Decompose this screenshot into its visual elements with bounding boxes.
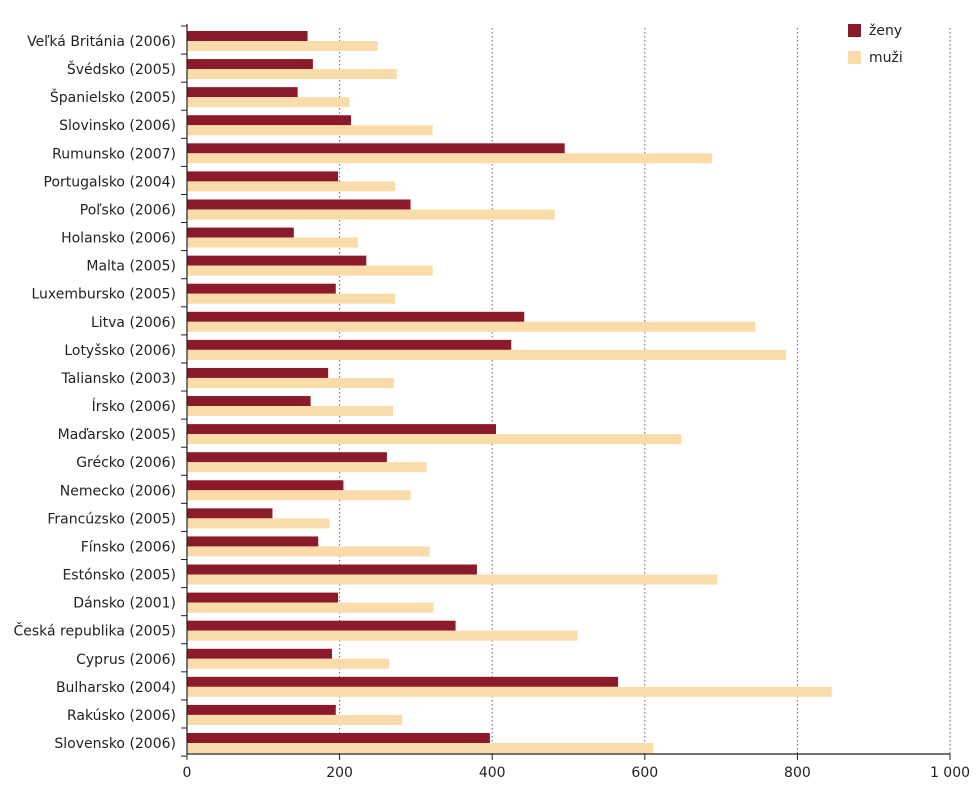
category-labels: Veľká Británia (2006) Švédsko (2005) Špani… xyxy=(13,34,176,752)
bar-men xyxy=(187,97,350,108)
bar-women xyxy=(187,648,332,659)
category-label: Luxembursko (2005) xyxy=(31,287,176,303)
bar-women xyxy=(187,396,311,407)
x-tick-label: 600 xyxy=(631,765,658,781)
bar-women xyxy=(187,508,273,519)
bar-men xyxy=(187,518,330,529)
bar-men xyxy=(187,237,358,248)
bar-men xyxy=(187,490,411,501)
category-label: Poľsko (2006) xyxy=(80,202,176,218)
bar-men xyxy=(187,181,396,192)
bar-men xyxy=(187,546,430,557)
bar-men xyxy=(187,153,712,164)
bar-men xyxy=(187,602,434,613)
bar-men xyxy=(187,434,682,445)
legend: ženy muži xyxy=(848,23,903,66)
category-label: Česká republika (2005) xyxy=(13,622,176,640)
bar-women xyxy=(187,227,294,238)
bar-women xyxy=(187,704,336,715)
bar-women xyxy=(187,283,336,294)
category-label: Slovinsko (2006) xyxy=(59,118,176,134)
bar-women xyxy=(187,311,525,322)
legend-label: muži xyxy=(869,50,903,66)
category-label: Maďarsko (2005) xyxy=(58,427,176,443)
legend-label: ženy xyxy=(869,23,902,39)
bar-women xyxy=(187,564,477,575)
bar-women xyxy=(187,733,490,743)
category-label: Švédsko (2005) xyxy=(67,60,176,78)
bar-women xyxy=(187,199,411,210)
bar-men xyxy=(187,125,433,136)
bar-women xyxy=(187,424,497,435)
category-label: Lotyšsko (2006) xyxy=(64,343,176,359)
bars xyxy=(187,31,832,753)
bar-women xyxy=(187,367,329,378)
bar-women xyxy=(187,115,352,126)
bar-women xyxy=(187,143,565,154)
bar-women xyxy=(187,676,619,687)
bar-men xyxy=(187,714,403,725)
bar-women xyxy=(187,31,308,41)
bar-men xyxy=(187,462,427,473)
bar-women xyxy=(187,87,298,98)
bar-women xyxy=(187,480,344,491)
category-label: Španielsko (2005) xyxy=(50,88,176,106)
gridlines xyxy=(339,28,951,754)
category-label: Francúzsko (2005) xyxy=(47,511,176,527)
x-tick-label: 1 000 xyxy=(930,765,970,781)
bar-women xyxy=(187,255,367,266)
x-tick-label: 200 xyxy=(326,765,353,781)
bar-men xyxy=(187,293,396,304)
category-label: Portugalsko (2004) xyxy=(44,174,176,190)
category-label: Taliansko (2003) xyxy=(60,371,176,387)
legend-swatch xyxy=(848,24,861,37)
bar-women xyxy=(187,59,313,70)
category-label: Grécko (2006) xyxy=(76,455,176,471)
category-label: Veľká Británia (2006) xyxy=(27,34,176,50)
category-label: Fínsko (2006) xyxy=(81,539,176,555)
category-label: Dánsko (2001) xyxy=(73,596,176,612)
bar-men xyxy=(187,377,394,388)
category-label: Slovensko (2006) xyxy=(54,736,176,752)
bar-men xyxy=(187,574,718,585)
category-label: Nemecko (2006) xyxy=(60,483,176,499)
category-label: Litva (2006) xyxy=(91,315,176,331)
category-label: Holansko (2006) xyxy=(61,231,176,247)
category-label: Rumunsko (2007) xyxy=(52,146,176,162)
bar-men xyxy=(187,69,397,80)
x-tick-label: 400 xyxy=(479,765,506,781)
category-label: Cyprus (2006) xyxy=(76,652,176,668)
bar-men xyxy=(187,265,433,276)
axes xyxy=(181,24,951,760)
x-tick-label: 800 xyxy=(784,765,811,781)
bar-men xyxy=(187,321,756,332)
category-label: Rakúsko (2006) xyxy=(67,708,176,724)
bar-men xyxy=(187,658,390,669)
bar-men xyxy=(187,406,394,417)
bar-men xyxy=(187,630,578,641)
category-label: Írsko (2006) xyxy=(92,398,176,415)
bar-men xyxy=(187,41,378,51)
category-label: Estónsko (2005) xyxy=(62,568,176,584)
category-label: Malta (2005) xyxy=(86,259,176,275)
bar-men xyxy=(187,743,654,753)
bar-women xyxy=(187,536,319,547)
bar-women xyxy=(187,171,339,182)
bar-men xyxy=(187,349,786,360)
tick-labels: 0 200 400 600 800 1 000 xyxy=(183,765,971,781)
bar-men xyxy=(187,686,832,697)
legend-swatch xyxy=(848,51,861,64)
bar-women xyxy=(187,452,387,463)
x-tick-label: 0 xyxy=(183,765,192,781)
bar-women xyxy=(187,339,512,350)
bar-women xyxy=(187,592,339,603)
bar-men xyxy=(187,209,555,220)
category-label: Bulharsko (2004) xyxy=(56,680,176,696)
bar-women xyxy=(187,620,456,631)
